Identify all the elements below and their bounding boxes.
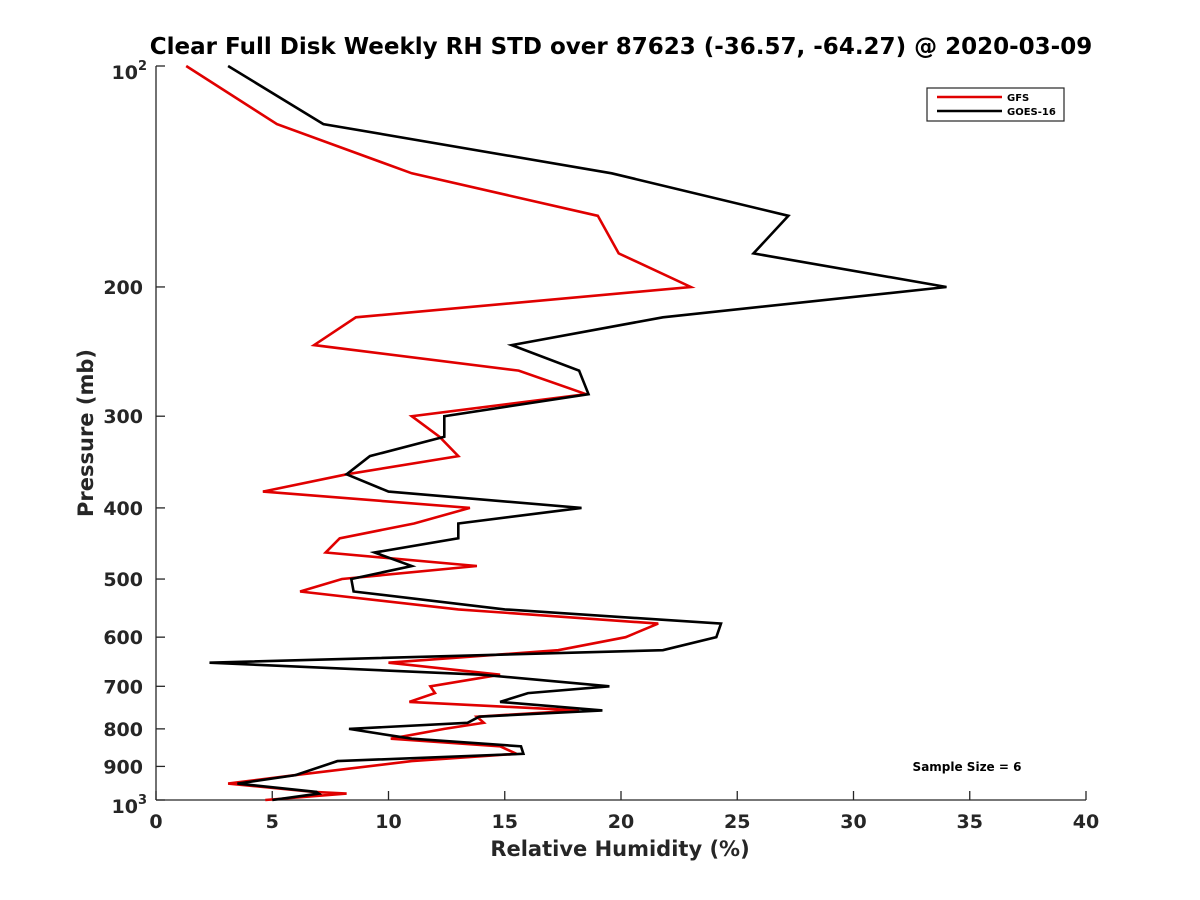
y-tick-label: 400 [103,498,143,520]
series-group [185,64,947,802]
y-axis: 102 200 300 400 500 600 700 800 900 103 [103,59,165,818]
y-tick-label: 900 [103,756,143,778]
y-tick-label: 700 [103,676,143,698]
y-tick-label: 300 [103,406,143,428]
legend-label-gfs: GFS [1007,93,1029,104]
x-tick-label: 30 [840,811,866,833]
legend-box [926,87,1065,122]
x-tick-label: 20 [608,811,634,833]
y-axis-label: Pressure (mb) [74,349,98,517]
y-tick-label: 500 [103,569,143,591]
chart-title: Clear Full Disk Weekly RH STD over 87623… [150,34,1092,60]
x-tick-label: 0 [149,811,162,833]
x-tick-label: 5 [266,811,279,833]
x-axis-label: Relative Humidity (%) [490,837,749,861]
legend: GFS GOES-16 [926,87,1065,122]
y-tick-label: 200 [103,277,143,299]
y-tick-label: 103 [112,793,148,818]
x-tick-label: 10 [375,811,401,833]
series-line-goes-16 [209,64,947,802]
y-tick-label: 600 [103,627,143,649]
x-tick-label: 25 [724,811,750,833]
x-axis: 0 5 10 15 20 25 30 35 40 [149,791,1099,833]
sample-size-annotation: Sample Size = 6 [913,760,1022,774]
series-line-gfs [185,64,696,802]
x-tick-label: 15 [492,811,518,833]
y-tick-label: 102 [112,59,148,84]
y-tick-label: 800 [103,719,143,741]
x-tick-label: 40 [1073,811,1099,833]
legend-label-goes-16: GOES-16 [1007,107,1056,118]
x-tick-label: 35 [957,811,983,833]
